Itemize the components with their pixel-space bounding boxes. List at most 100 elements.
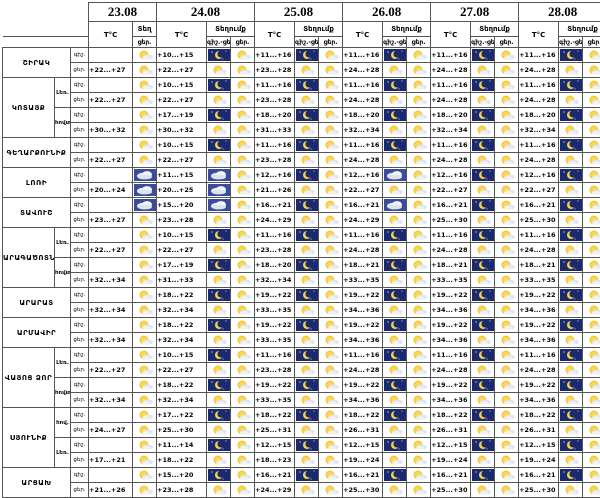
- night-weather-icon: [207, 198, 231, 213]
- time-slot: ցեր.: [71, 213, 89, 228]
- temperature-cell: +32...+34: [255, 273, 295, 288]
- subregion-label: հովտ.: [55, 258, 71, 288]
- weather-icon: [133, 438, 157, 453]
- day-weather-icon: [319, 78, 343, 93]
- night-weather-icon: [559, 168, 583, 183]
- subregion-label: հովտ.: [55, 108, 71, 138]
- temperature-cell: +24...+28: [431, 63, 471, 78]
- night-weather-icon: [383, 213, 407, 228]
- night-weather-icon: [559, 453, 583, 468]
- temperature-cell: +32...+34: [157, 393, 207, 408]
- forecast-row: ցեր.+32...+34+31...+33+32...+34+33...+35…: [3, 273, 600, 288]
- temperature-cell: +18...+20: [255, 108, 295, 123]
- day-weather-icon: [319, 288, 343, 303]
- day-weather-icon: [583, 333, 600, 348]
- temperature-cell: +18...+20: [255, 258, 295, 273]
- forecast-row: ցեր.+23...+27+23...+28+24...+29+24...+29…: [3, 213, 600, 228]
- temperature-cell: +19...+22: [519, 318, 559, 333]
- day-weather-icon: [495, 168, 519, 183]
- night-weather-icon: [383, 243, 407, 258]
- temperature-cell: +24...+28: [343, 153, 383, 168]
- time-slot: ցեր.: [71, 93, 89, 108]
- day-weather-icon: [231, 93, 255, 108]
- night-weather-icon: [207, 183, 231, 198]
- temperature-cell: +34...+36: [519, 393, 559, 408]
- night-weather-icon: [471, 288, 495, 303]
- night-weather-icon: [207, 453, 231, 468]
- temperature-cell: +16...+21: [343, 198, 383, 213]
- forecast-row: ցեր.+22...+27+22...+27+23...+28+24...+28…: [3, 363, 600, 378]
- night-weather-icon: [295, 288, 319, 303]
- day-weather-icon: [231, 348, 255, 363]
- night-weather-icon: [559, 108, 583, 123]
- night-weather-icon: [471, 318, 495, 333]
- temperature-cell: [89, 468, 133, 483]
- temperature-cell: +25...+31: [255, 423, 295, 438]
- night-weather-icon: [383, 108, 407, 123]
- day-weather-icon: [407, 183, 431, 198]
- temperature-cell: +21...+26: [255, 183, 295, 198]
- night-weather-icon: [207, 303, 231, 318]
- day-weather-icon: [583, 183, 600, 198]
- region-name: ԱՐՑԱԽ: [3, 468, 71, 498]
- day-weather-icon: [495, 348, 519, 363]
- temperature-cell: [89, 318, 133, 333]
- night-weather-icon: [559, 78, 583, 93]
- night-weather-icon: [383, 168, 407, 183]
- night-weather-icon: [295, 228, 319, 243]
- night-weather-icon: [207, 393, 231, 408]
- day-weather-icon: [495, 93, 519, 108]
- weather-icon: [133, 393, 157, 408]
- night-weather-icon: [559, 378, 583, 393]
- temperature-cell: [89, 228, 133, 243]
- temperature-cell: +19...+22: [519, 288, 559, 303]
- night-weather-icon: [559, 438, 583, 453]
- temperature-cell: +23...+28: [255, 363, 295, 378]
- temperature-cell: +15...+20: [157, 468, 207, 483]
- temperature-cell: +24...+28: [519, 363, 559, 378]
- temperature-cell: +19...+24: [343, 453, 383, 468]
- temperature-cell: [89, 288, 133, 303]
- temperature-cell: [89, 348, 133, 363]
- temperature-cell: +19...+22: [343, 288, 383, 303]
- day-weather-icon: [231, 453, 255, 468]
- night-weather-icon: [295, 168, 319, 183]
- night-weather-icon: [471, 153, 495, 168]
- temperature-cell: +11...+16: [519, 48, 559, 63]
- night-weather-icon: [207, 378, 231, 393]
- night-weather-icon: [207, 273, 231, 288]
- temperature-cell: +30...+32: [157, 123, 207, 138]
- temperature-cell: +11...+16: [343, 138, 383, 153]
- temperature-cell: +24...+29: [255, 483, 295, 498]
- night-weather-icon: [471, 393, 495, 408]
- night-weather-icon: [559, 183, 583, 198]
- day-weather-icon: [407, 288, 431, 303]
- day-weather-icon: [495, 48, 519, 63]
- temperature-cell: +16...+21: [431, 468, 471, 483]
- night-header: գիշ.-ցեր.: [207, 37, 231, 48]
- night-weather-icon: [295, 198, 319, 213]
- day-weather-icon: [319, 363, 343, 378]
- night-weather-icon: [383, 48, 407, 63]
- weather-icon: [133, 258, 157, 273]
- weather-icon: [133, 138, 157, 153]
- weather-icon: [133, 183, 157, 198]
- day-header: ցեր.: [407, 37, 431, 48]
- temperature-cell: +12...+15: [343, 438, 383, 453]
- temperature-cell: +25...+30: [157, 423, 207, 438]
- temperature-cell: +32...+34: [89, 333, 133, 348]
- temperature-cell: +23...+28: [255, 63, 295, 78]
- temperature-cell: +31...+33: [157, 273, 207, 288]
- night-weather-icon: [383, 363, 407, 378]
- weather-icon: [133, 93, 157, 108]
- temp-header: T°C: [343, 22, 383, 48]
- time-slot: գիշ.: [71, 348, 89, 363]
- day-weather-icon: [319, 423, 343, 438]
- day-weather-icon: [407, 363, 431, 378]
- night-weather-icon: [383, 393, 407, 408]
- temperature-cell: [89, 48, 133, 63]
- temperature-cell: +11...+16: [431, 138, 471, 153]
- day-weather-icon: [495, 183, 519, 198]
